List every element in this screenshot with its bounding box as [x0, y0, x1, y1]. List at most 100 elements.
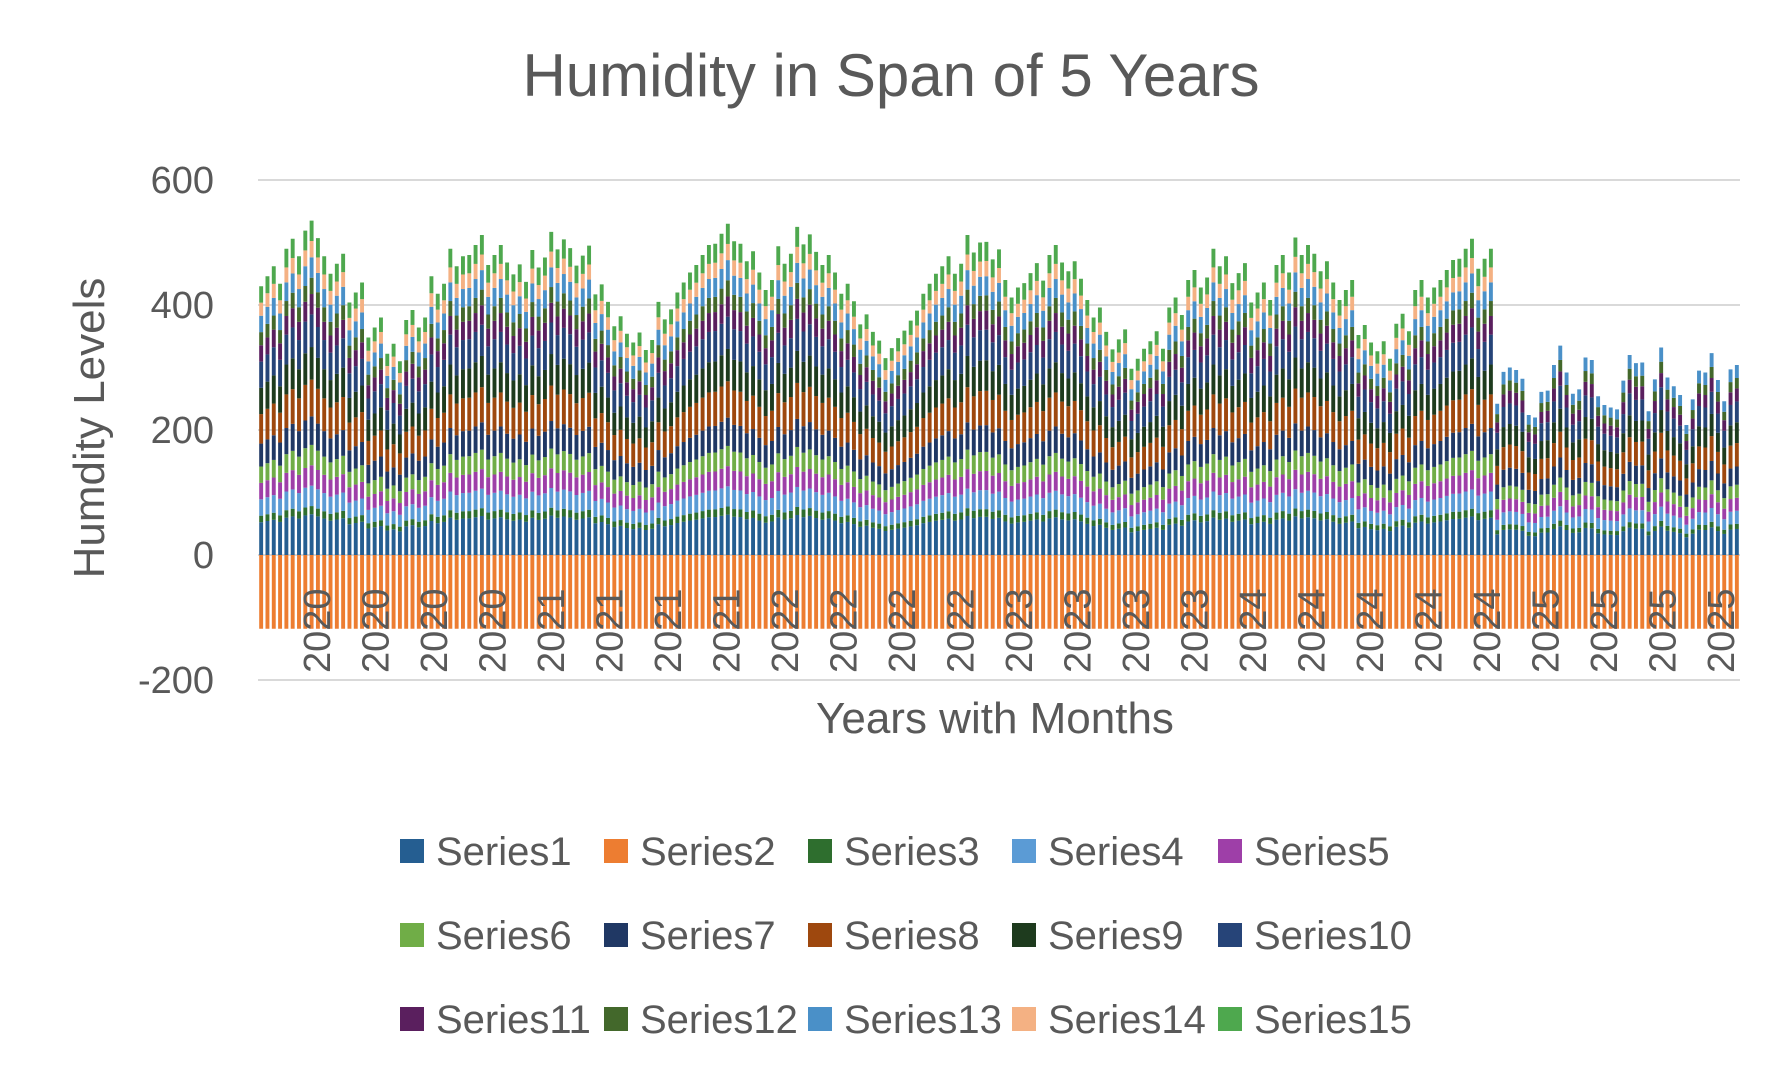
- bar-segment: [1242, 263, 1247, 281]
- bar-segment: [1558, 491, 1563, 507]
- bar-segment: [1148, 377, 1153, 389]
- bar-segment: [353, 446, 358, 469]
- legend-item: Series13: [808, 998, 1002, 1042]
- bar-segment: [612, 460, 617, 480]
- bar-segment: [1097, 473, 1102, 489]
- bar-segment: [788, 492, 793, 511]
- bar-segment: [1041, 310, 1046, 328]
- bar-segment: [1280, 397, 1285, 431]
- bar-segment: [1312, 272, 1317, 287]
- bar-segment: [1060, 280, 1065, 295]
- bar-segment: [385, 353, 390, 367]
- bar-stack: [511, 274, 516, 629]
- bar-segment: [839, 293, 844, 310]
- bar-stack: [347, 302, 352, 629]
- bar-segment: [637, 481, 642, 496]
- bar-segment: [643, 512, 648, 525]
- bar-segment: [637, 394, 642, 417]
- bar-stack: [1520, 378, 1525, 629]
- bar-segment: [542, 398, 547, 432]
- bar-segment: [549, 322, 554, 355]
- bar-segment: [271, 329, 276, 348]
- bar-segment: [1577, 516, 1582, 528]
- bar-stack: [492, 255, 497, 629]
- bar-segment: [353, 391, 358, 418]
- bar-segment: [1602, 450, 1607, 467]
- bar-segment: [385, 429, 390, 450]
- bar-segment: [1362, 479, 1367, 494]
- bar-segment: [347, 487, 352, 503]
- bar-segment: [1161, 361, 1165, 372]
- bar-segment: [776, 332, 781, 363]
- x-tick-label: 2024: [1350, 588, 1392, 673]
- bar-segment: [688, 406, 692, 438]
- bar-segment: [1324, 261, 1329, 280]
- bar-segment: [423, 331, 428, 344]
- bar-segment: [1728, 511, 1733, 525]
- bar-segment: [505, 344, 510, 374]
- bar-segment: [795, 466, 800, 487]
- bar-segment: [839, 468, 844, 485]
- bar-segment: [662, 319, 667, 334]
- bar-segment: [788, 338, 793, 368]
- bar-segment: [1331, 342, 1336, 359]
- bar-segment: [889, 383, 894, 394]
- bar-segment: [788, 555, 793, 629]
- bar-segment: [631, 555, 636, 629]
- bar-segment: [1085, 421, 1090, 450]
- bar-segment: [479, 515, 484, 555]
- bar-segment: [1589, 440, 1594, 465]
- bar-segment: [719, 488, 724, 508]
- bar-segment: [530, 517, 535, 555]
- bar-segment: [889, 555, 894, 629]
- bar-segment: [1514, 486, 1519, 500]
- bar-segment: [1142, 524, 1147, 530]
- bar-segment: [486, 459, 491, 478]
- bar-segment: [915, 337, 919, 353]
- bar-segment: [656, 397, 661, 423]
- bar-segment: [1022, 299, 1027, 313]
- bar-segment: [1261, 342, 1266, 359]
- bar-segment: [631, 342, 636, 356]
- bar-segment: [624, 395, 629, 418]
- bar-segment: [391, 403, 396, 424]
- bar-segment: [574, 512, 579, 520]
- bar-segment: [1406, 522, 1411, 528]
- bar-segment: [1230, 283, 1235, 300]
- bar-segment: [271, 266, 276, 284]
- bar-segment: [1356, 348, 1361, 360]
- bar-segment: [694, 494, 699, 513]
- bar-segment: [1343, 335, 1348, 349]
- bar-stack: [1161, 348, 1165, 629]
- bar-segment: [732, 451, 737, 471]
- bar-segment: [1514, 370, 1519, 383]
- bar-stack: [271, 266, 276, 629]
- bar-segment: [555, 394, 560, 429]
- bar-segment: [328, 407, 333, 439]
- bar-segment: [1324, 372, 1329, 401]
- bar-segment: [851, 421, 856, 450]
- bar-segment: [322, 398, 327, 432]
- bar-stack: [1533, 417, 1537, 629]
- bar-segment: [732, 275, 737, 295]
- bar-segment: [397, 474, 402, 492]
- bar-segment: [1217, 375, 1222, 404]
- bar-segment: [631, 389, 636, 403]
- bar-segment: [1520, 501, 1525, 514]
- bar-segment: [486, 296, 491, 315]
- bar-stack: [1242, 263, 1247, 629]
- bar-segment: [284, 248, 289, 268]
- bar-segment: [751, 517, 756, 555]
- bar-segment: [1482, 432, 1487, 458]
- x-tick-label: 2023: [1058, 588, 1100, 673]
- bar-segment: [1722, 529, 1727, 534]
- bar-segment: [1192, 520, 1197, 555]
- bar-segment: [1097, 322, 1102, 335]
- bar-segment: [940, 403, 945, 436]
- bar-segment: [372, 527, 377, 555]
- bar-segment: [1028, 321, 1033, 335]
- bar-segment: [915, 474, 919, 490]
- bar-stack: [675, 292, 680, 629]
- bar-segment: [1104, 416, 1109, 438]
- bar-segment: [1255, 391, 1260, 418]
